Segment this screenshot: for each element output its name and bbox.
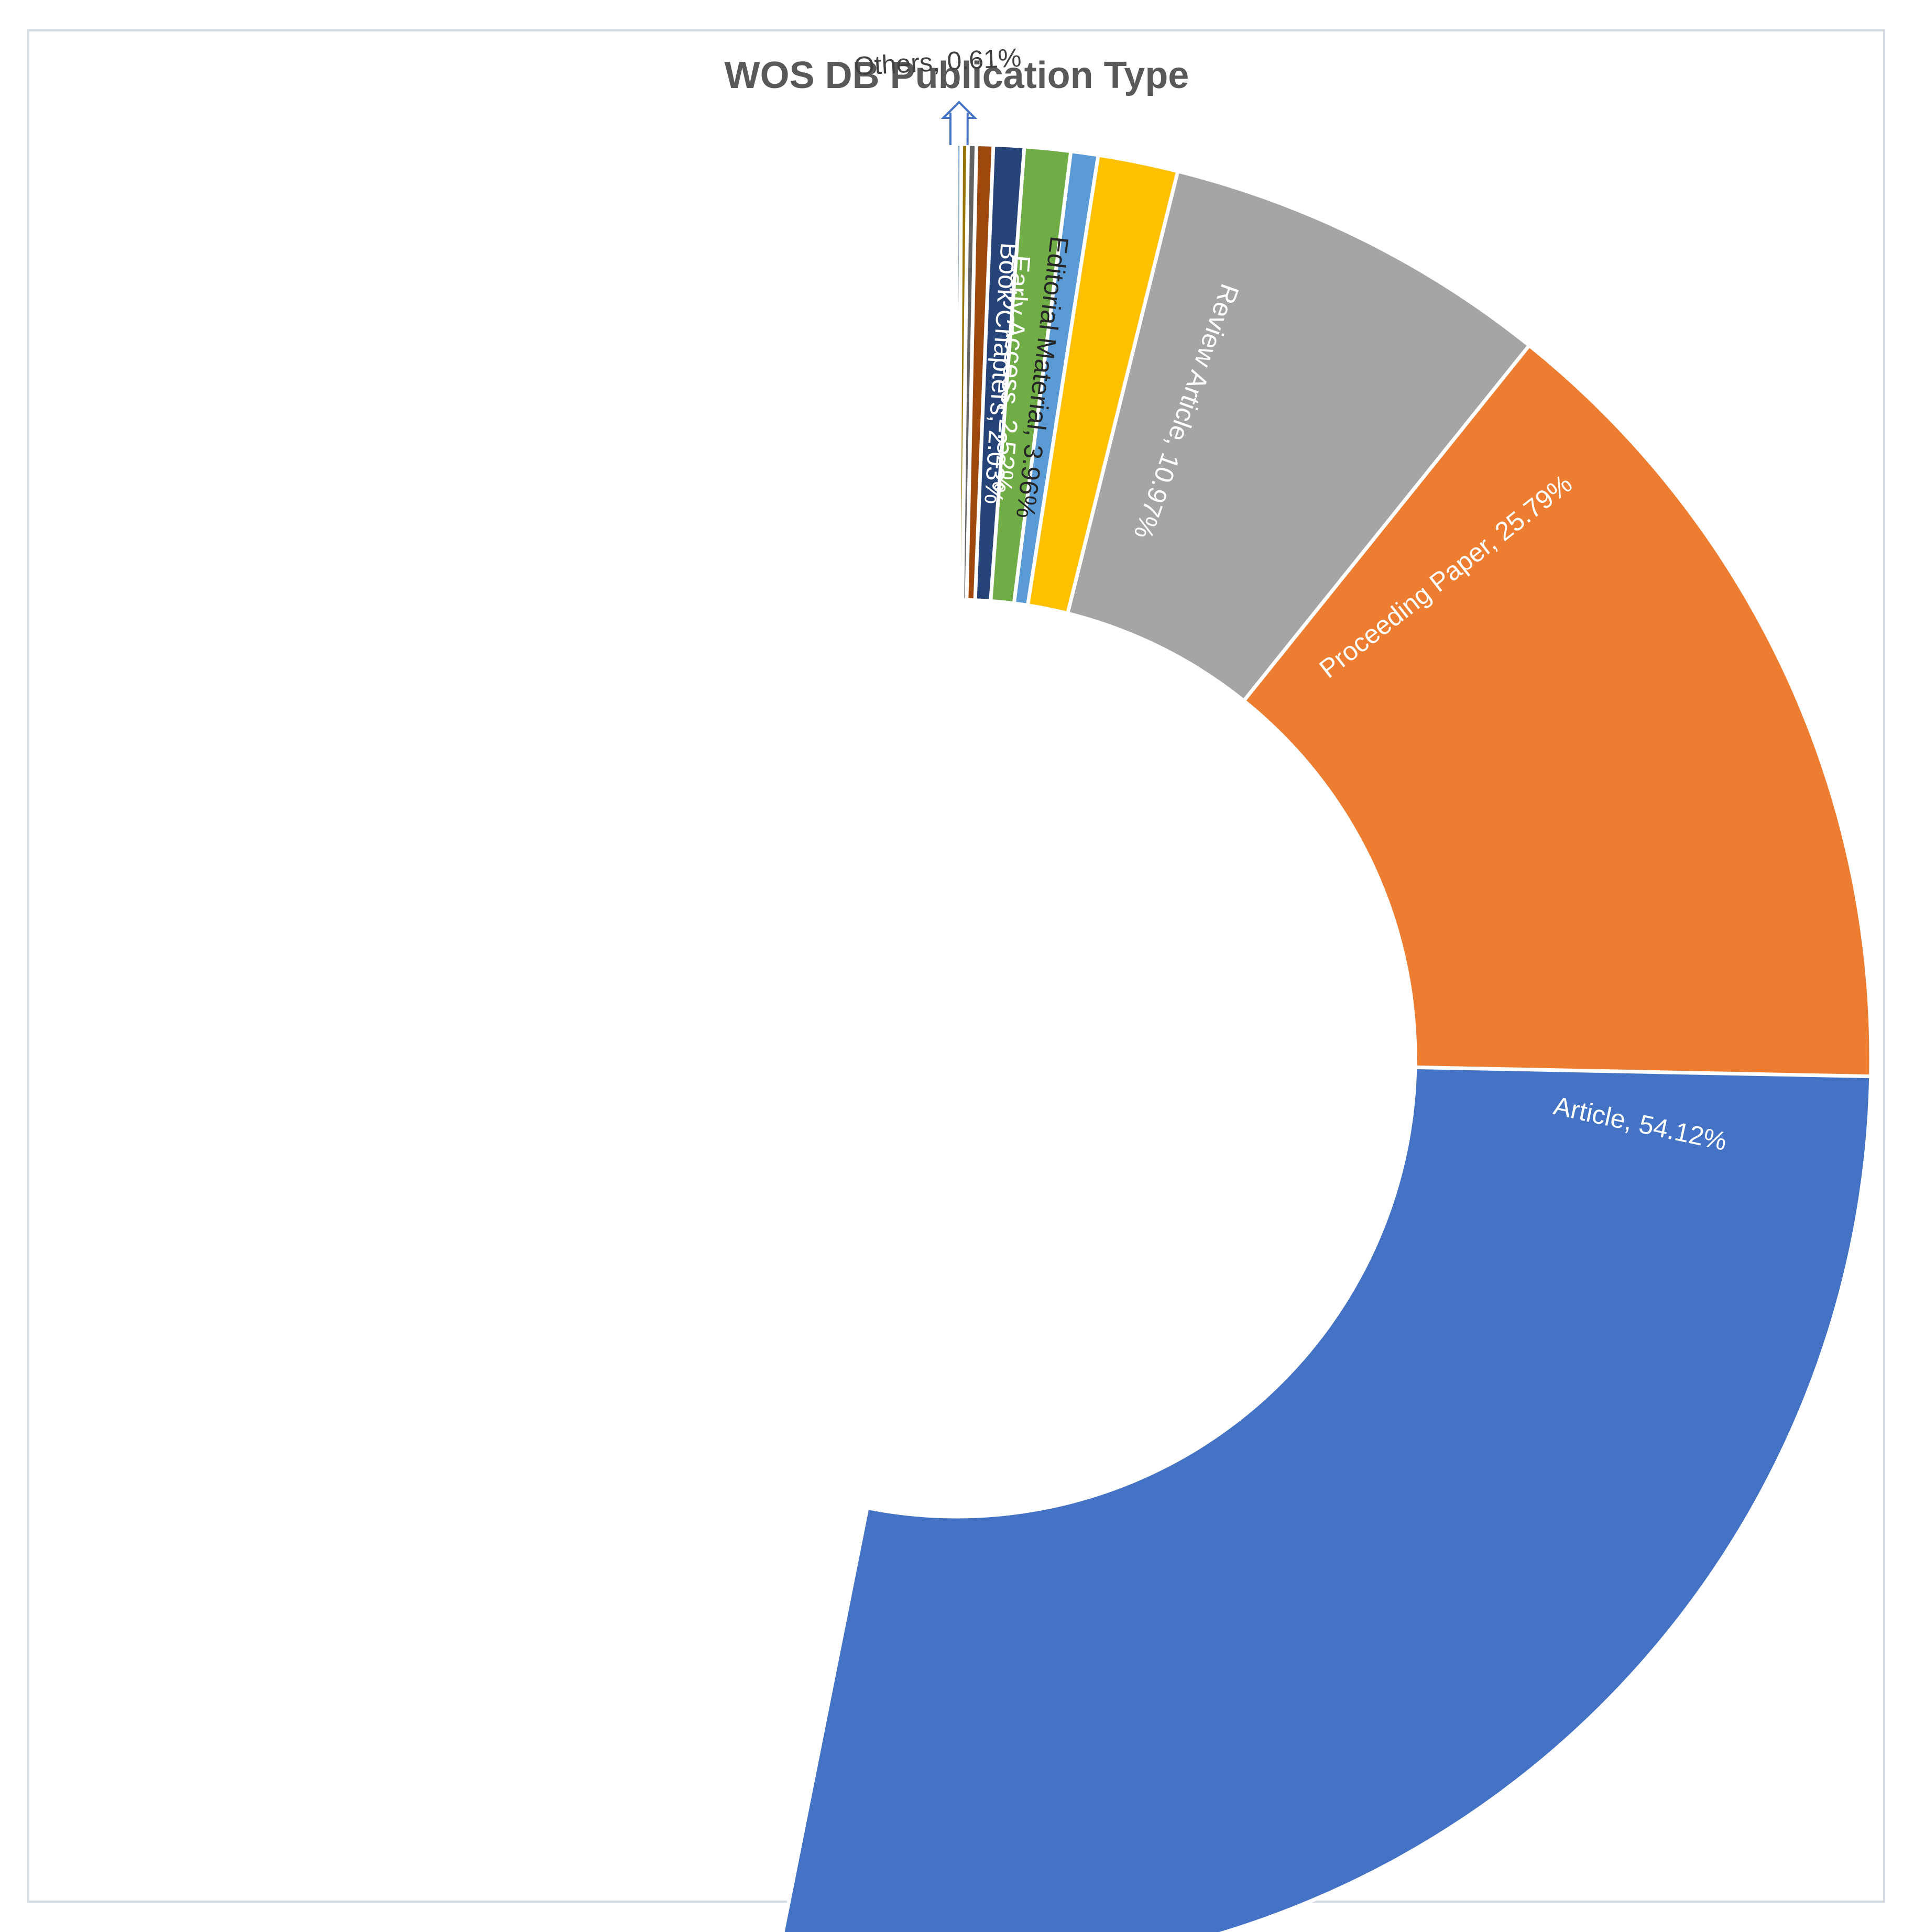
slices-layer [781, 142, 1873, 1932]
chart-title: WOS DB Publication Type [725, 54, 1189, 96]
others-bracket [940, 101, 978, 146]
slice-other-10 [955, 142, 964, 602]
